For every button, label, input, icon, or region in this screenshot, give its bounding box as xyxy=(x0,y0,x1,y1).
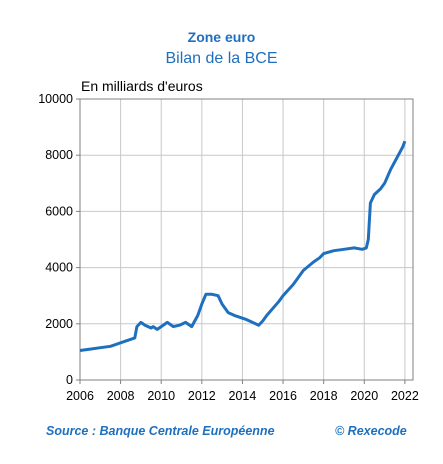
y-tick-label: 8000 xyxy=(45,148,73,162)
x-axis-ticks: 2006 2008 2010 2012 2014 2016 2018 2020 2022 xyxy=(66,380,419,403)
y-tick-label: 10000 xyxy=(38,92,73,106)
x-tick-label: 2016 xyxy=(269,389,297,403)
y-axis-ticks: 0 2000 4000 6000 8000 10000 xyxy=(38,92,80,387)
x-tick-label: 2022 xyxy=(391,389,419,403)
x-tick-label: 2006 xyxy=(66,389,94,403)
x-tick-label: 2018 xyxy=(310,389,338,403)
grid-lines xyxy=(79,98,413,381)
y-tick-label: 6000 xyxy=(45,204,73,218)
x-tick-label: 2010 xyxy=(147,389,175,403)
plot-frame xyxy=(79,98,414,381)
y-tick-label: 2000 xyxy=(45,317,73,331)
source-note: Source : Banque Centrale Européenne xyxy=(46,424,275,438)
y-axis-label: En milliards d'euros xyxy=(81,78,203,94)
series-line xyxy=(79,140,407,352)
chart-subtitle: Zone euro xyxy=(187,29,256,45)
chart-title: Bilan de la BCE xyxy=(165,50,278,67)
x-tick-label: 2008 xyxy=(107,389,135,403)
y-tick-label: 0 xyxy=(66,373,73,387)
copyright-note: © Rexecode xyxy=(335,424,407,438)
y-tick-label: 4000 xyxy=(45,261,73,275)
x-tick-label: 2020 xyxy=(350,389,378,403)
x-tick-label: 2012 xyxy=(188,389,216,403)
x-tick-label: 2014 xyxy=(229,389,257,403)
